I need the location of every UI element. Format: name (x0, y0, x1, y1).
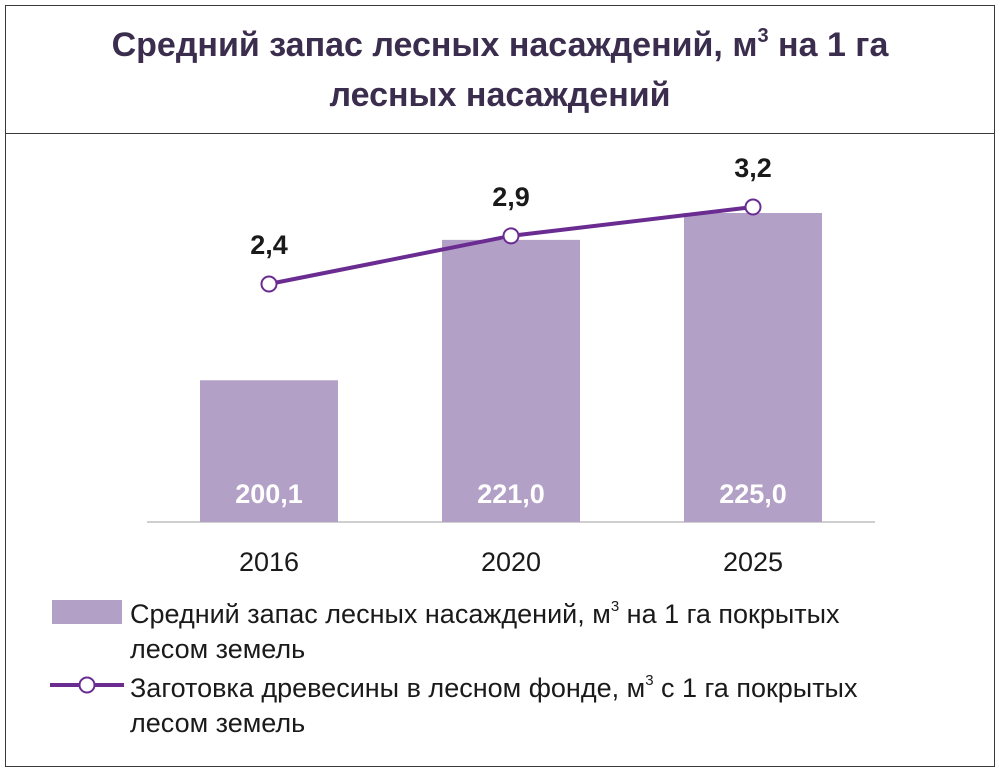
chart-title-part2: на 1 га лесных насаждений (329, 25, 889, 114)
line-point-2016 (260, 275, 278, 293)
legend-bar-swatch (52, 600, 122, 624)
legend-bar-text-part1: Средний запас лесных насаждений, м (130, 599, 611, 629)
legend-line-text-line2: лесом земель (130, 708, 306, 738)
chart-title-box: Средний запас лесных насаждений, м3 на 1… (6, 6, 994, 134)
chart-title: Средний запас лесных насаждений, м3 на 1… (50, 20, 950, 120)
line-value-label-2016: 2,4 (250, 230, 288, 260)
bar-2020 (442, 239, 580, 522)
legend-line-label: Заготовка древесины в лесном фонде, м3 с… (130, 671, 857, 741)
chart-title-superscript: 3 (757, 24, 769, 47)
chart-frame: Средний запас лесных насаждений, м3 на 1… (5, 5, 995, 767)
line-point-2025 (744, 198, 762, 216)
legend-line-marker (78, 676, 96, 694)
line-value-label-2020: 2,9 (492, 182, 530, 212)
x-tick-label-2020: 2020 (481, 547, 541, 577)
legend-line-text-part1: Заготовка древесины в лесном фонде, м (130, 673, 646, 703)
legend-bar-label: Средний запас лесных насаждений, м3 на 1… (130, 597, 840, 667)
bar-value-label-2020: 221,0 (477, 479, 545, 509)
bar-2025 (684, 213, 822, 522)
legend-bar-superscript: 3 (610, 598, 620, 615)
line-value-label-2025: 3,2 (734, 153, 772, 183)
legend-bar-text-line2: лесом земель (130, 634, 306, 664)
bar-value-label-2016: 200,1 (235, 479, 303, 509)
legend-bar-text-part2: на 1 га покрытых (619, 599, 840, 629)
bar-2016 (200, 380, 338, 522)
chart-title-part1: Средний запас лесных насаждений, м (111, 25, 758, 64)
bar-value-label-2025: 225,0 (719, 479, 787, 509)
line-point-2020 (502, 227, 520, 245)
x-tick-label-2025: 2025 (723, 547, 783, 577)
legend-line-text-part2: с 1 га покрытых (653, 673, 858, 703)
legend-line-superscript: 3 (645, 672, 654, 689)
x-tick-label-2016: 2016 (239, 547, 299, 577)
